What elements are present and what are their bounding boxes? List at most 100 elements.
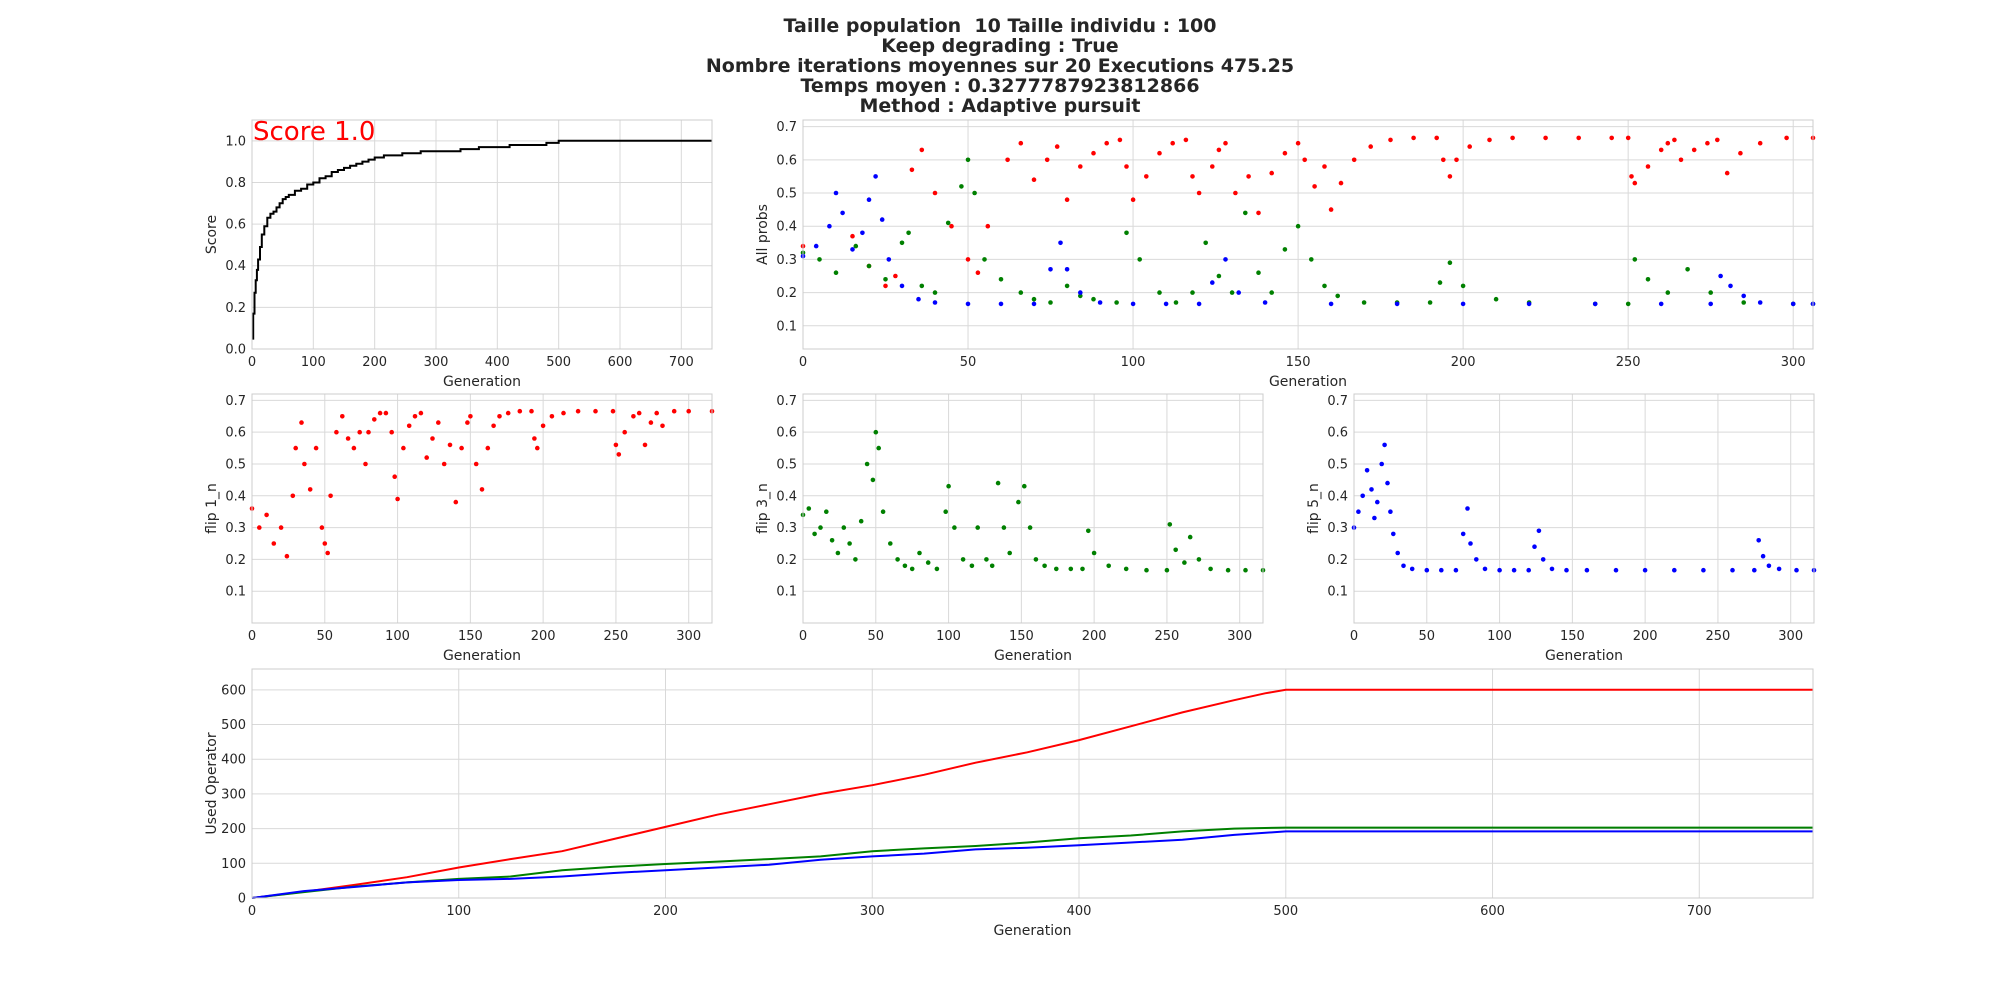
data-point xyxy=(1437,280,1443,285)
x-tick-label: 50 xyxy=(960,355,977,370)
data-point xyxy=(813,243,819,249)
data-point xyxy=(1282,247,1288,252)
data-point xyxy=(1338,180,1344,186)
data-point xyxy=(919,283,925,289)
data-point xyxy=(366,429,371,435)
data-point xyxy=(919,147,925,153)
y-tick-label: 0.7 xyxy=(776,120,797,135)
x-tick-label: 500 xyxy=(1273,904,1298,919)
data-point xyxy=(899,240,905,246)
y-tick-label: 200 xyxy=(221,822,246,837)
plot-area xyxy=(1354,394,1814,623)
x-tick-label: 0 xyxy=(248,355,256,370)
data-point xyxy=(1078,164,1083,169)
data-point xyxy=(1388,137,1393,143)
series-line xyxy=(251,688,1813,899)
y-tick-label: 0.1 xyxy=(776,585,797,600)
data-point xyxy=(1364,468,1370,473)
data-point xyxy=(1097,300,1103,305)
data-point xyxy=(1104,140,1109,146)
data-point xyxy=(984,557,989,562)
data-point xyxy=(671,408,677,414)
data-point xyxy=(1322,164,1327,169)
data-point xyxy=(1312,184,1317,189)
data-point xyxy=(1124,230,1129,236)
data-point xyxy=(883,283,888,289)
y-tick-label: 500 xyxy=(221,718,246,733)
data-point xyxy=(1715,137,1720,143)
data-point xyxy=(1718,273,1723,279)
x-tick-label: 300 xyxy=(676,629,701,644)
y-tick-label: 0.5 xyxy=(776,187,797,202)
y-tick-label: 0.7 xyxy=(776,394,797,409)
data-point xyxy=(1584,567,1590,573)
data-point xyxy=(1182,560,1187,565)
data-point xyxy=(975,270,981,276)
data-point xyxy=(1269,170,1274,176)
y-tick-label: 0.4 xyxy=(776,489,797,504)
data-point xyxy=(648,420,654,425)
x-tick-label: 600 xyxy=(1480,904,1505,919)
data-point xyxy=(1157,150,1162,156)
data-point xyxy=(1295,223,1301,229)
data-point xyxy=(430,436,435,441)
data-point xyxy=(1708,301,1713,307)
data-point xyxy=(1447,174,1453,179)
data-point xyxy=(1137,257,1142,262)
title-line: Temps moyen : 0.3277787923812866 xyxy=(800,75,1200,97)
data-point xyxy=(1526,567,1531,573)
x-tick-label: 400 xyxy=(1067,904,1092,919)
data-point xyxy=(1385,480,1390,486)
data-point xyxy=(1409,566,1415,572)
y-axis-label: flip 5_n xyxy=(1306,483,1322,534)
data-point xyxy=(829,538,835,543)
y-tick-label: 0.0 xyxy=(225,343,246,358)
data-point xyxy=(357,429,363,435)
data-point xyxy=(1054,566,1059,572)
data-point xyxy=(340,414,345,419)
x-tick-label: 150 xyxy=(1009,629,1034,644)
data-point xyxy=(932,290,938,295)
data-point xyxy=(1170,140,1175,146)
data-point xyxy=(883,277,888,282)
data-point xyxy=(925,560,931,565)
data-point xyxy=(1665,140,1671,146)
data-point xyxy=(1086,528,1091,534)
data-point xyxy=(1728,283,1733,289)
y-tick-label: 0.3 xyxy=(776,521,797,536)
x-tick-label: 250 xyxy=(1616,355,1641,370)
data-point xyxy=(1752,567,1757,573)
x-tick-label: 100 xyxy=(301,355,326,370)
data-point xyxy=(1465,506,1470,511)
data-point xyxy=(1741,300,1746,305)
y-tick-label: 0.7 xyxy=(225,394,246,409)
data-point xyxy=(473,461,479,467)
data-point xyxy=(1453,567,1459,573)
data-point xyxy=(1741,293,1746,299)
data-point xyxy=(934,566,940,572)
y-tick-label: 0.2 xyxy=(1327,553,1348,568)
x-tick-label: 300 xyxy=(1778,629,1803,644)
data-point xyxy=(1540,557,1546,562)
data-point xyxy=(909,566,915,572)
y-tick-label: 0.2 xyxy=(776,286,797,301)
y-tick-label: 400 xyxy=(221,753,246,768)
data-point xyxy=(1760,553,1766,559)
data-point xyxy=(1434,135,1439,141)
x-tick-label: 200 xyxy=(362,355,387,370)
data-point xyxy=(873,174,878,179)
data-point xyxy=(1044,157,1050,163)
data-point xyxy=(1130,301,1136,307)
data-point xyxy=(1388,509,1393,514)
data-point xyxy=(1223,257,1228,262)
data-point xyxy=(636,410,642,416)
data-point xyxy=(1613,567,1619,573)
data-point xyxy=(1196,557,1202,562)
y-tick-label: 0.1 xyxy=(225,585,246,600)
x-tick-label: 700 xyxy=(669,355,694,370)
data-point xyxy=(1672,567,1677,573)
data-point xyxy=(835,550,841,556)
data-point xyxy=(1625,135,1631,141)
data-point xyxy=(858,518,864,524)
x-tick-label: 100 xyxy=(936,629,961,644)
